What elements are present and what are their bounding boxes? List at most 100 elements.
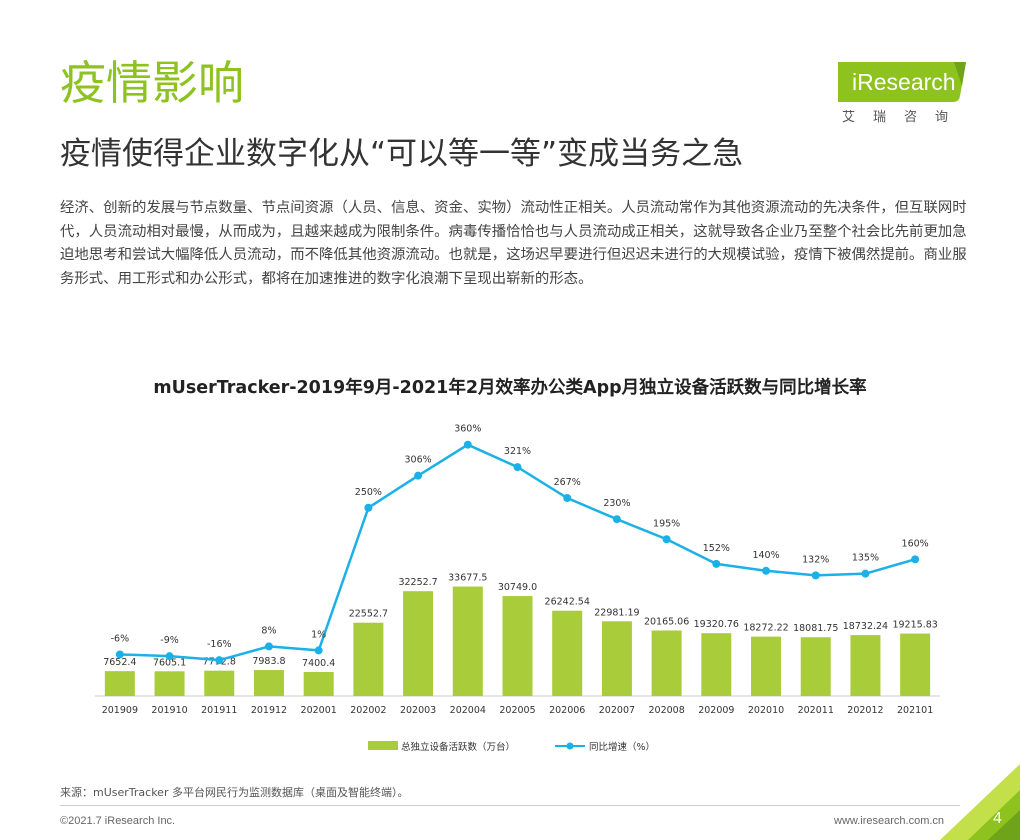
bar-value-label: 19215.83	[892, 620, 937, 631]
corner-decoration	[940, 764, 1020, 840]
growth-value-label: 132%	[802, 554, 829, 565]
page-title: 疫情影响	[60, 56, 244, 110]
growth-point	[414, 471, 423, 480]
bar	[403, 591, 434, 696]
x-tick-label: 202001	[301, 705, 337, 716]
x-tick-label: 202003	[400, 705, 436, 716]
bar	[154, 671, 185, 696]
copyright-text: ©2021.7 iResearch Inc.	[60, 815, 176, 827]
footer-divider	[60, 805, 960, 806]
x-tick-label: 202008	[648, 705, 684, 716]
growth-value-label: 306%	[405, 455, 432, 466]
legend-bar-swatch	[368, 741, 398, 750]
logo-chinese-name: 艾瑞咨询	[842, 110, 967, 125]
bar-value-label: 19320.76	[694, 619, 739, 630]
x-tick-label: 201910	[151, 705, 187, 716]
growth-point	[264, 642, 273, 651]
x-tick-label: 202004	[450, 705, 486, 716]
growth-value-label: 267%	[554, 477, 581, 488]
bar	[204, 670, 235, 696]
bar-value-label: 22552.7	[349, 609, 388, 620]
growth-value-label: 195%	[653, 518, 680, 529]
bar	[502, 596, 533, 696]
growth-point	[612, 515, 621, 524]
x-tick-label: 202010	[748, 705, 784, 716]
x-tick-label: 201911	[201, 705, 237, 716]
bar-value-label: 20165.06	[644, 616, 689, 627]
bar-value-label: 18272.22	[743, 623, 788, 634]
bar	[552, 610, 583, 696]
iresearch-logo: iResearch 艾瑞咨询	[838, 62, 968, 128]
bar-value-label: 18081.75	[793, 623, 838, 634]
legend-bar-label: 总独立设备活跃数（万台）	[401, 741, 515, 753]
x-tick-label: 202009	[698, 705, 734, 716]
growth-value-label: 135%	[852, 553, 879, 564]
bar	[701, 633, 732, 696]
x-tick-label: 201912	[251, 705, 287, 716]
growth-value-label: -16%	[207, 639, 232, 650]
bar	[751, 636, 782, 696]
growth-value-label: 160%	[902, 538, 929, 549]
bar-value-label: 7400.4	[302, 658, 335, 669]
website-link[interactable]: www.iresearch.com.cn	[834, 815, 945, 827]
bar-value-label: 32252.7	[398, 577, 437, 588]
growth-point	[513, 463, 522, 472]
bar	[800, 637, 831, 696]
body-paragraph: 经济、创新的发展与节点数量、节点间资源（人员、信息、资金、实物）流动性正相关。人…	[60, 200, 967, 287]
growth-point	[115, 650, 124, 659]
page-subtitle: 疫情使得企业数字化从“可以等一等”变成当务之急	[60, 136, 744, 172]
growth-value-label: 230%	[603, 498, 630, 509]
bar	[651, 630, 682, 696]
bar	[452, 586, 483, 696]
bar-value-label: 7983.8	[252, 656, 285, 667]
growth-point	[861, 569, 870, 578]
source-note: 来源：mUserTracker 多平台网民行为监测数据库（桌面及智能终端）。	[60, 786, 409, 799]
growth-value-label: 1%	[311, 629, 326, 640]
growth-point	[712, 559, 721, 568]
growth-point	[463, 440, 472, 449]
growth-point	[563, 494, 572, 503]
x-tick-label: 202012	[847, 705, 883, 716]
growth-point	[364, 503, 373, 512]
x-tick-label: 202006	[549, 705, 585, 716]
bar	[104, 671, 135, 696]
bar	[353, 622, 384, 696]
bar	[850, 635, 881, 696]
x-tick-label: 202005	[499, 705, 535, 716]
bar	[303, 671, 334, 696]
growth-value-label: 140%	[752, 550, 779, 561]
growth-point	[165, 652, 174, 661]
x-tick-label: 202101	[897, 705, 933, 716]
x-tick-label: 202002	[350, 705, 386, 716]
growth-point	[314, 646, 323, 655]
growth-value-label: -6%	[111, 633, 130, 644]
growth-value-label: 152%	[703, 543, 730, 554]
bar-value-label: 30749.0	[498, 582, 537, 593]
bar-value-label: 22981.19	[594, 607, 639, 618]
bar-line-chart: 7652.42019097605.12019107792.82019117983…	[95, 424, 940, 753]
legend-line-label: 同比增速（%）	[589, 741, 655, 753]
growth-point	[811, 571, 820, 580]
growth-value-label: 360%	[454, 424, 481, 435]
growth-value-label: 250%	[355, 487, 382, 498]
logo-wordmark: iResearch	[852, 68, 956, 96]
bar	[900, 633, 931, 696]
logo-badge	[838, 62, 966, 102]
x-tick-label: 201909	[102, 705, 138, 716]
logo-name: Research	[857, 69, 956, 95]
bar-value-label: 26242.54	[545, 597, 590, 608]
bar-value-label: 7652.4	[103, 657, 136, 668]
growth-point	[762, 566, 771, 575]
bar-value-label: 33677.5	[448, 573, 487, 584]
legend-line-marker	[566, 742, 574, 750]
growth-point	[662, 535, 671, 544]
bar-value-label: 18732.24	[843, 621, 888, 632]
bar	[601, 621, 632, 696]
logo-i: i	[852, 69, 858, 95]
page-number: 4	[993, 810, 1002, 827]
growth-point	[911, 555, 920, 564]
x-tick-label: 202011	[798, 705, 834, 716]
growth-value-label: -9%	[160, 635, 179, 646]
bar-value-label: 7605.1	[153, 657, 186, 668]
growth-value-label: 8%	[261, 625, 276, 636]
